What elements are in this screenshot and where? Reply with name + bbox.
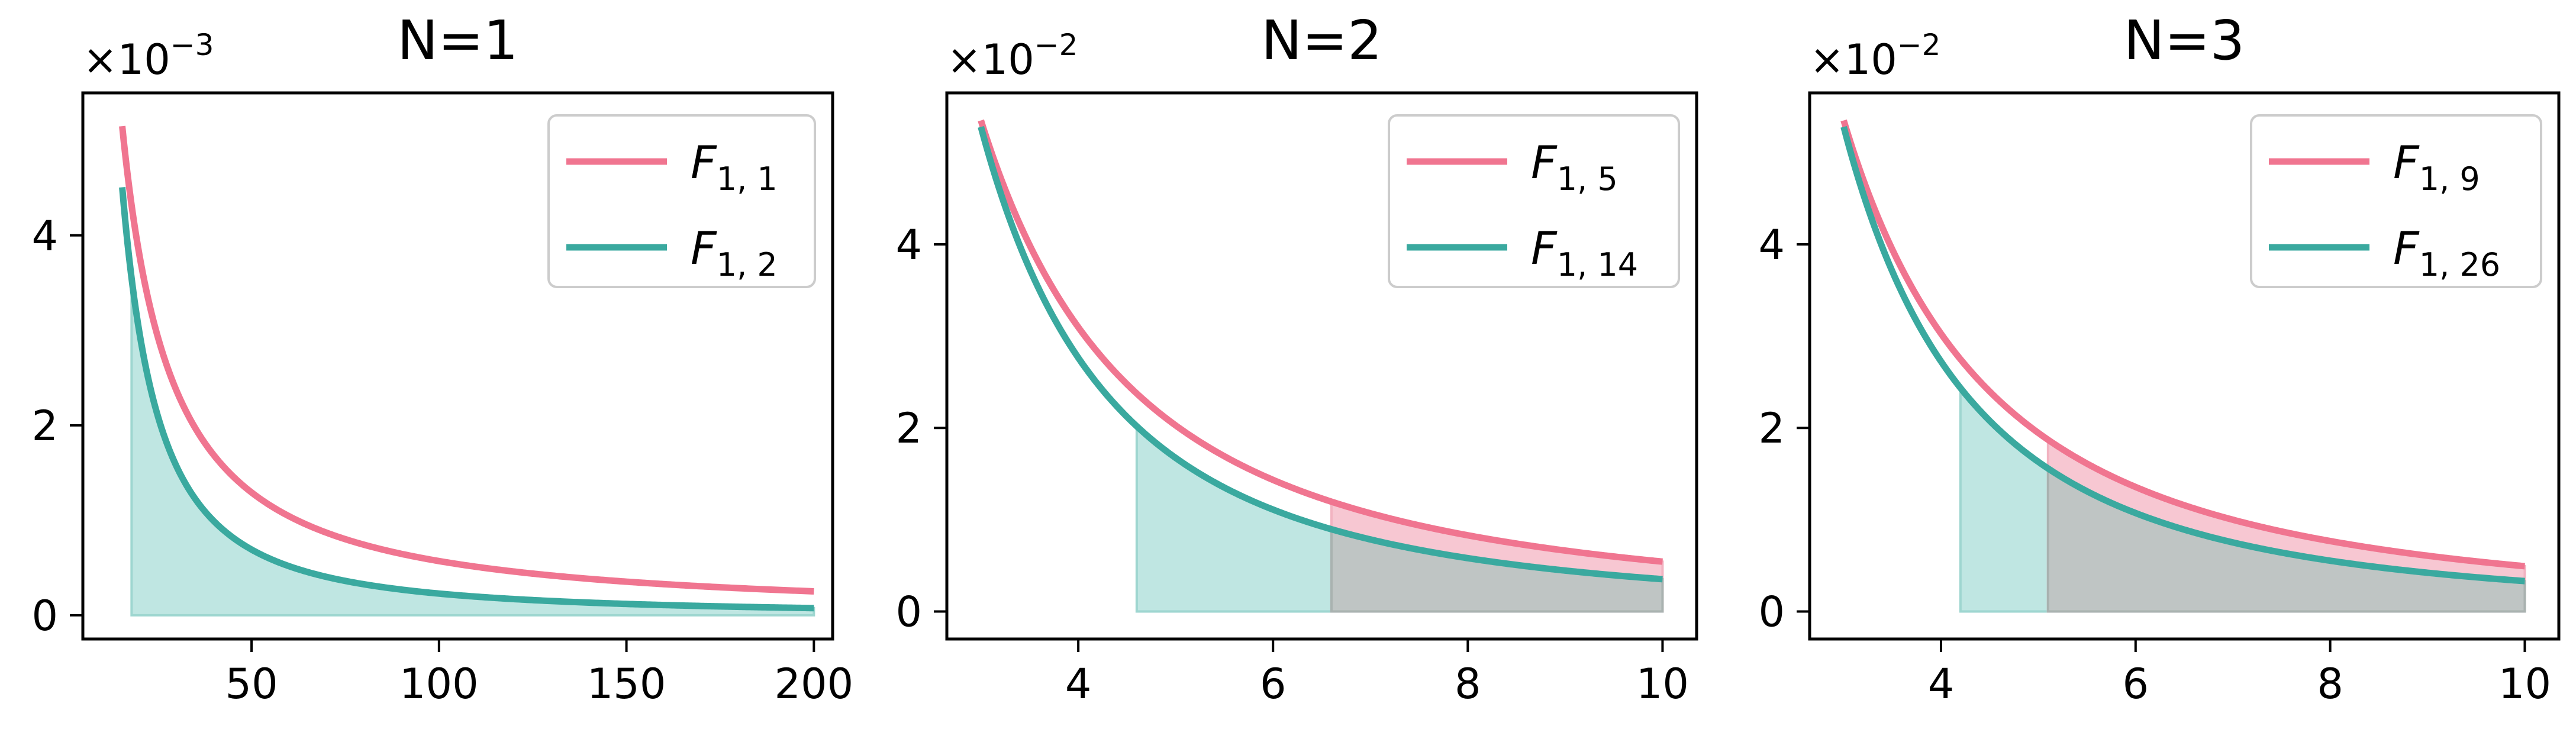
x-tick-label: 4 <box>1928 660 1955 708</box>
legend-label: F1, 5 <box>1531 136 1618 198</box>
plot-area <box>978 119 1665 613</box>
x-tick-label: 6 <box>2123 660 2149 708</box>
series-line-2 <box>1840 125 2527 585</box>
y-tick-label: 2 <box>895 404 922 453</box>
y-tick-label: 0 <box>31 592 58 640</box>
axis-multiplier: ×10−3 <box>83 28 214 84</box>
legend-label: F1, 26 <box>2393 222 2500 283</box>
axis-multiplier: ×10−2 <box>1810 28 1940 84</box>
y-tick-label: 2 <box>31 402 58 450</box>
chart-title: N=2 <box>1261 9 1382 72</box>
plot-area <box>119 125 815 617</box>
legend: F1, 1 F1, 2 <box>547 114 816 288</box>
x-tick-label: 50 <box>225 660 278 708</box>
x-tick-label: 8 <box>2317 660 2343 708</box>
legend: F1, 5 F1, 14 <box>1388 114 1680 288</box>
chart-title: N=3 <box>2124 9 2245 72</box>
y-tick-label: 4 <box>31 212 58 260</box>
series-line-2 <box>119 187 815 612</box>
series-line-2 <box>978 125 1665 583</box>
axes-frame <box>81 91 834 641</box>
x-tick-label: 10 <box>1636 660 1689 708</box>
axes-frame <box>945 91 1698 641</box>
y-tick-label: 0 <box>1758 588 1785 636</box>
y-tick-label: 4 <box>895 221 922 269</box>
legend: F1, 9 F1, 26 <box>2250 114 2542 288</box>
chart-panel-3: 4 6 8 10 0 2 4 N=3 ×10−2 F1, 9 F1, 26 <box>1758 9 2561 708</box>
y-tick-label: 2 <box>1758 404 1785 453</box>
y-tick-label: 4 <box>1758 221 1785 269</box>
legend-label: F1, 2 <box>691 222 778 283</box>
x-tick-label: 10 <box>2498 660 2551 708</box>
chart-panel-1: 50 100 150 200 0 2 4 N=1 ×10−3 F1, 1 F1, 2 <box>31 9 853 708</box>
chart-title: N=1 <box>397 9 518 72</box>
series-line-1 <box>119 125 815 595</box>
plot-area <box>1840 119 2527 613</box>
chart-panel-2: 4 6 8 10 0 2 4 N=2 ×10−2 F1, 5 F1, 14 <box>895 9 1698 708</box>
legend-label: F1, 9 <box>2393 136 2480 198</box>
x-tick-label: 150 <box>587 660 666 708</box>
axes-frame <box>1808 91 2561 641</box>
legend-label: F1, 1 <box>691 136 778 198</box>
axis-multiplier: ×10−2 <box>947 28 1078 84</box>
y-tick-label: 0 <box>895 588 922 636</box>
x-tick-label: 8 <box>1455 660 1481 708</box>
legend-label: F1, 14 <box>1531 222 1638 283</box>
x-tick-label: 100 <box>399 660 479 708</box>
series-line-1 <box>978 119 1665 565</box>
x-tick-label: 200 <box>775 660 854 708</box>
x-tick-label: 6 <box>1260 660 1287 708</box>
series-line-1 <box>1840 119 2527 570</box>
x-tick-label: 4 <box>1065 660 1092 708</box>
